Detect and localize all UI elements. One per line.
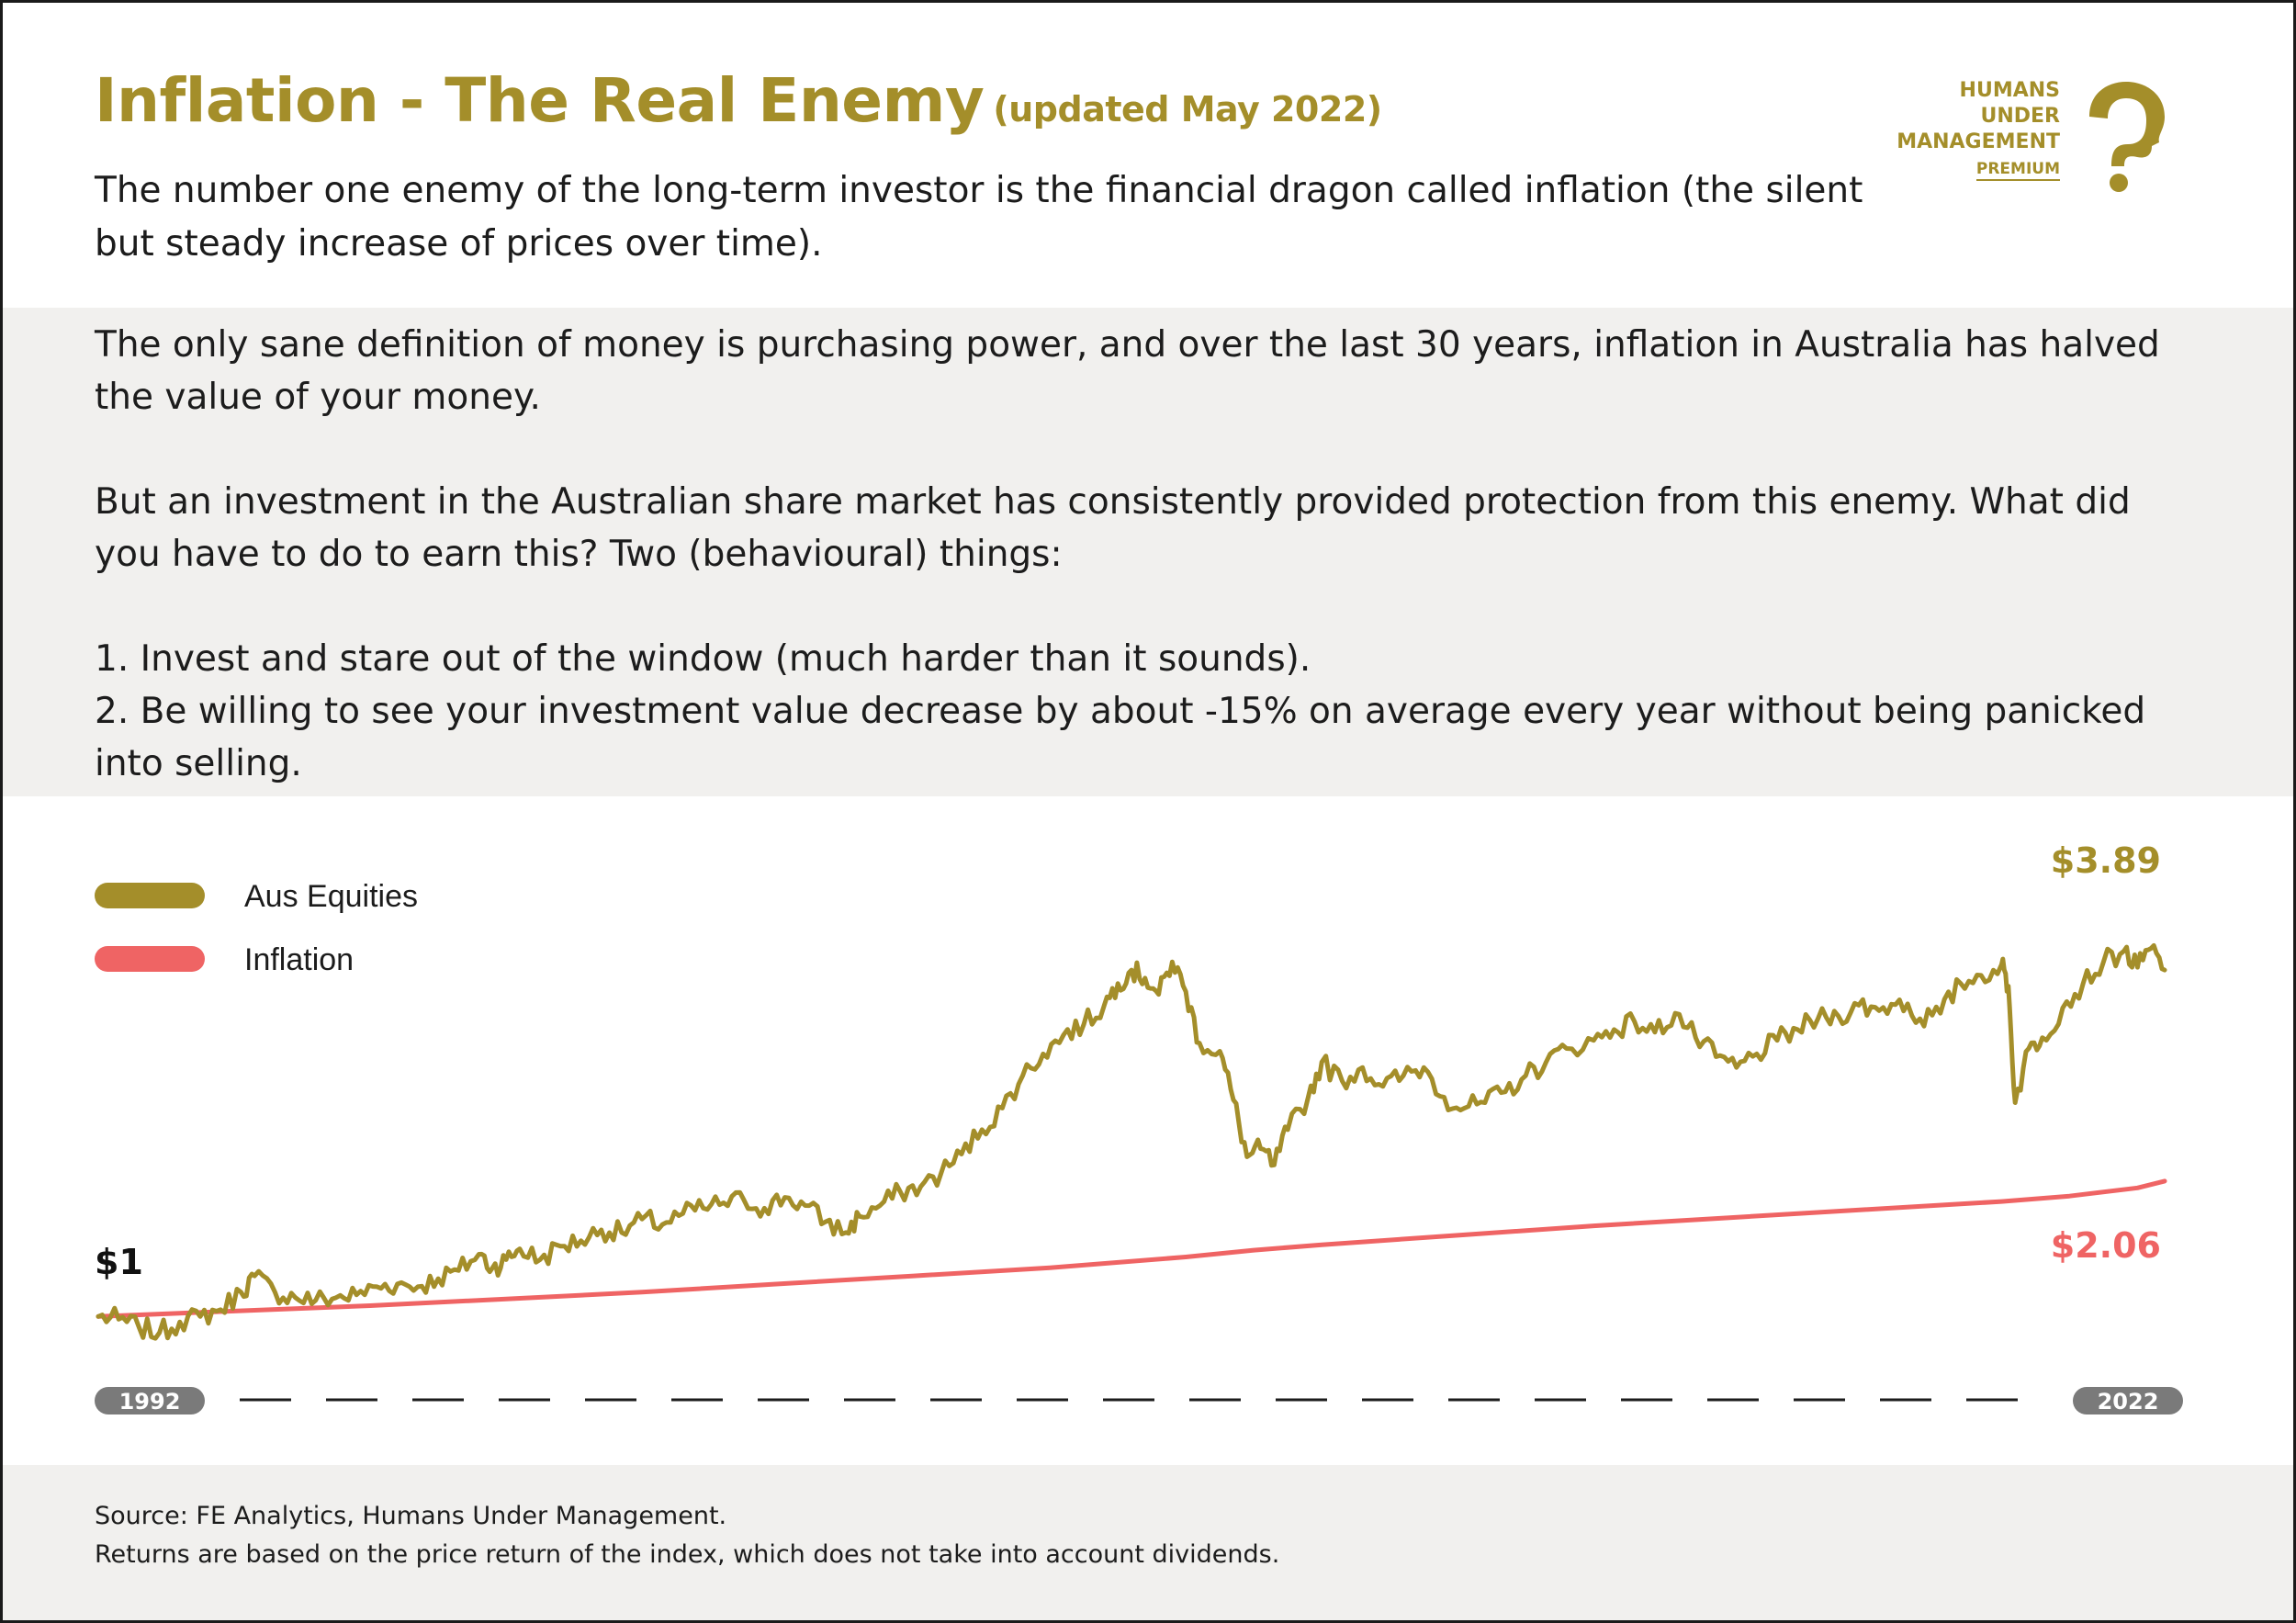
list-item: 2. Be willing to see your investment val…	[95, 691, 2146, 784]
explainer-text: The only sane definition of money is pur…	[95, 319, 2207, 790]
footer: Source: FE Analytics, Humans Under Manag…	[3, 1465, 2293, 1620]
logo-line-under: UNDER	[1980, 105, 2060, 128]
x-tick-label-start: 1992	[119, 1389, 181, 1414]
year-pill-start	[95, 1387, 205, 1414]
chart-svg: Aus Equities Inflation $1 $3.89 $2.06 19…	[95, 840, 2183, 1414]
legend-swatch-aus-equities	[95, 883, 205, 908]
legend-label-aus-equities: Aus Equities	[244, 879, 418, 914]
dividends-note: Returns are based on the price return of…	[95, 1540, 1280, 1569]
title-main: Inflation - The Real Enemy	[95, 65, 985, 136]
line-chart: Aus Equities Inflation $1 $3.89 $2.06 19…	[3, 796, 2293, 1467]
start-value-label: $1	[95, 1242, 143, 1282]
subtitle: The number one enemy of the long-term in…	[95, 170, 1863, 265]
paragraph-share-market: But an investment in the Australian shar…	[95, 481, 2131, 575]
list-item: 1. Invest and stare out of the window (m…	[95, 638, 1311, 680]
legend-swatch-inflation	[95, 946, 205, 972]
end-label-aus-equities: $3.89	[2051, 840, 2161, 881]
logo-premium: PREMIUM	[1975, 159, 2060, 181]
source-note: Source: FE Analytics, Humans Under Manag…	[95, 1502, 727, 1530]
legend-label-inflation: Inflation	[244, 942, 354, 977]
head-question-mark-icon	[2089, 82, 2165, 192]
series-line-aus-equities	[96, 942, 2167, 1341]
page-title: Inflation - The Real Enemy (updated May 2…	[95, 65, 1382, 136]
logo-wordmark: HUMANS UNDER MANAGEMENT PREMIUM	[1896, 78, 2060, 181]
x-tick-label-end: 2022	[2098, 1389, 2159, 1414]
end-label-inflation: $2.06	[2051, 1225, 2161, 1266]
series-line-inflation	[96, 1178, 2167, 1319]
logo-line-humans: HUMANS	[1959, 79, 2060, 102]
paragraph-purchasing-power: The only sane definition of money is pur…	[95, 324, 2160, 418]
year-pill-end	[2073, 1387, 2183, 1414]
logo-line-management: MANAGEMENT	[1896, 130, 2060, 153]
explainer-panel	[3, 308, 2293, 796]
logo: HUMANS UNDER MANAGEMENT PREMIUM	[1896, 76, 2198, 205]
title-updated: (updated May 2022)	[993, 89, 1382, 130]
